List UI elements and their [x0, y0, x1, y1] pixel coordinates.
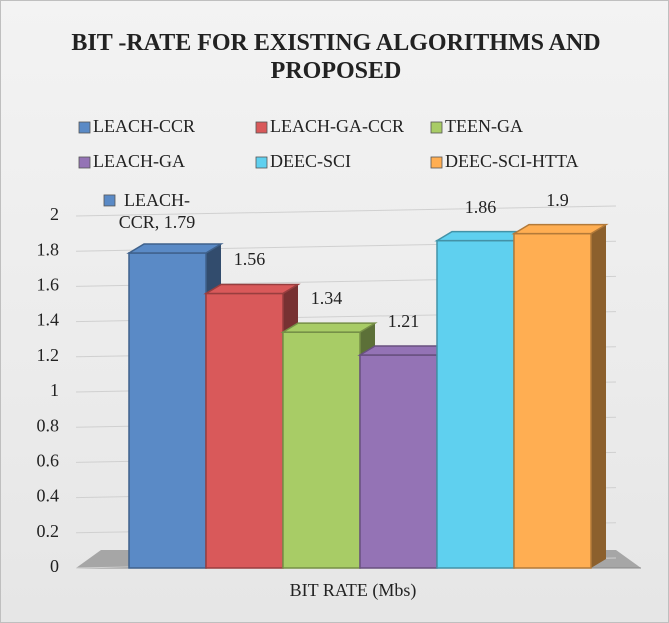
- y-tick-label: 1: [50, 380, 59, 400]
- legend-label: LEACH-GA-CCR: [270, 116, 404, 136]
- y-tick-label: 0.8: [37, 415, 60, 435]
- bar: [511, 223, 609, 569]
- data-label: LEACH-CCR, 1.79: [118, 189, 196, 232]
- data-label: 1.56: [233, 249, 266, 270]
- legend-label: LEACH-GA: [93, 151, 185, 171]
- bar-face: [282, 331, 361, 569]
- legend-swatch: [430, 156, 443, 169]
- y-tick-label: 0.6: [37, 451, 60, 471]
- bar-face: [280, 322, 378, 333]
- bar-face: [513, 232, 592, 569]
- bar-face: [511, 223, 609, 235]
- bar-face: [205, 292, 284, 569]
- legend-swatch: [255, 156, 268, 169]
- bar-face: [126, 243, 224, 254]
- data-label-key: [103, 194, 116, 207]
- data-label: 1.86: [464, 196, 497, 217]
- bar: [357, 345, 455, 569]
- legend-swatch: [255, 121, 268, 134]
- legend-label: DEEC-SCI-HTTA: [445, 151, 579, 171]
- chart-title: BIT -RATE FOR EXISTING ALGORITHMS AND PR…: [71, 30, 601, 84]
- bar-face: [591, 224, 606, 568]
- x-tick-label: BIT RATE (Mbs): [290, 580, 417, 601]
- legend-swatch: [430, 121, 443, 134]
- data-label: 1.9: [546, 189, 569, 210]
- grid-line: [75, 205, 617, 217]
- data-label: 1.34: [310, 288, 343, 309]
- legend-swatch: [78, 156, 91, 169]
- y-tick-label: 0.4: [37, 486, 60, 506]
- y-tick-label: 0.2: [37, 521, 60, 541]
- data-label: 1.21: [387, 311, 420, 332]
- y-tick-label: 0: [50, 556, 59, 576]
- bar-face: [128, 252, 207, 569]
- y-tick-label: 1.8: [37, 239, 60, 259]
- legend-label: LEACH-CCR: [93, 116, 195, 136]
- bar-face: [203, 283, 301, 295]
- bar-face: [359, 354, 438, 569]
- legend-label: TEEN-GA: [445, 116, 523, 136]
- y-tick-label: 2: [50, 204, 59, 224]
- bar-face: [436, 239, 515, 569]
- y-tick-label: 1.4: [37, 310, 60, 330]
- y-tick-label: 1.2: [37, 345, 60, 365]
- y-tick-label: 1.6: [37, 275, 60, 295]
- legend-label: DEEC-SCI: [270, 151, 351, 171]
- legend-swatch: [78, 121, 91, 134]
